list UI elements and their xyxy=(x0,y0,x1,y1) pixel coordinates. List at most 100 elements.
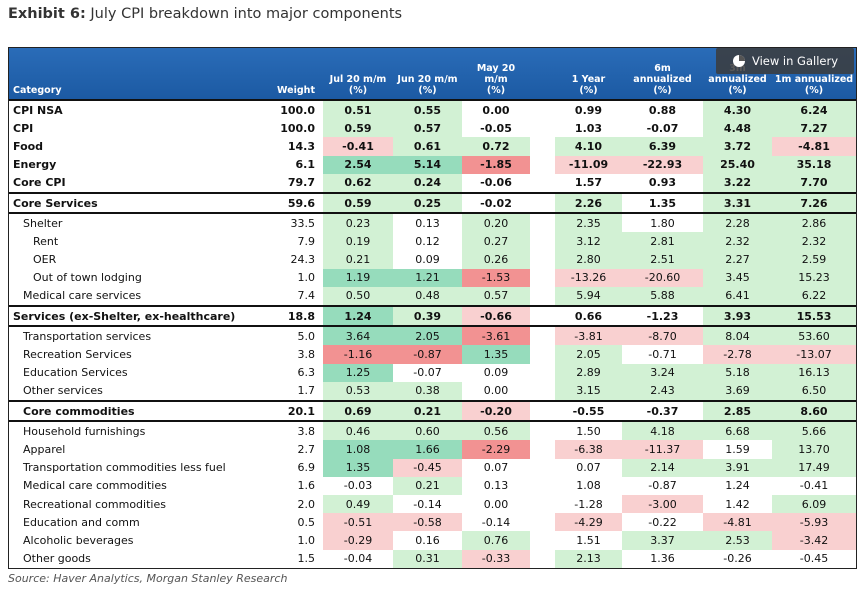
value-cell: -11.37 xyxy=(622,440,703,459)
row-label: Transportation services xyxy=(23,329,152,343)
table-row: Recreational commodities 2.0 0.49 -0.14 0.00… xyxy=(9,494,856,514)
title: Exhibit 6: July CPI breakdown into major… xyxy=(8,6,402,22)
value-cell: 1.66 xyxy=(393,440,462,459)
value-cell: 2.85 xyxy=(703,399,772,423)
value-cell: 0.00 xyxy=(462,494,530,514)
weight-cell: 2.7 xyxy=(297,442,316,456)
value-cell: 3.24 xyxy=(622,363,703,382)
value-cell: 13.70 xyxy=(772,440,856,459)
value-cell: 1.59 xyxy=(703,440,772,459)
gap-cell xyxy=(530,531,555,550)
row-label: Alcoholic beverages xyxy=(23,533,134,547)
value-cell: 0.59 xyxy=(323,119,393,138)
value-cell: 1.50 xyxy=(555,421,622,441)
row-label: Education and comm xyxy=(23,515,140,529)
value-cell: 16.13 xyxy=(772,363,856,382)
value-cell: 5.66 xyxy=(772,421,856,441)
value-cell: 0.51 xyxy=(323,100,393,120)
gap-cell xyxy=(530,250,555,269)
row-label: Medical care services xyxy=(23,289,142,303)
value-cell: -3.61 xyxy=(462,326,530,346)
value-cell: 0.76 xyxy=(462,531,530,550)
header-gap xyxy=(530,48,555,100)
header-line: Jun 20 m/m xyxy=(397,74,458,85)
value-cell: 0.57 xyxy=(393,119,462,138)
value-cell: 2.81 xyxy=(622,232,703,251)
header-line: Jul 20 m/m xyxy=(329,74,387,85)
gap-cell xyxy=(530,381,555,401)
value-cell: 8.04 xyxy=(703,326,772,346)
row-label: Core Services xyxy=(9,191,251,215)
table-row: Alcoholic beverages 1.0 -0.29 0.16 0.76 1.51 3… xyxy=(9,531,856,550)
row-label: Medical care commodities xyxy=(23,479,167,493)
row-label: Shelter xyxy=(23,216,63,230)
table-frame: Category Weight Jul 20 m/m (%) Jun 20 m/m (%)… xyxy=(8,47,857,569)
gap-cell xyxy=(530,440,555,459)
value-cell: -2.29 xyxy=(462,440,530,459)
row-label: Recreational commodities xyxy=(23,497,166,511)
gap-cell xyxy=(530,476,555,495)
value-cell: 6.22 xyxy=(772,286,856,307)
weight-cell: 18.8 xyxy=(251,305,323,328)
value-cell: -4.81 xyxy=(772,137,856,156)
value-cell: 5.14 xyxy=(393,155,462,174)
weight-cell: 1.5 xyxy=(297,552,316,566)
view-in-gallery-button[interactable]: View in Gallery xyxy=(716,48,854,74)
table-row: Core commodities 20.1 0.69 0.21 -0.20 -0.55 -0… xyxy=(9,399,856,423)
value-cell: 2.35 xyxy=(555,213,622,233)
button-label: View in Gallery xyxy=(751,54,839,68)
value-cell: 25.40 xyxy=(703,155,772,174)
header-line: May 20 m/m xyxy=(476,63,516,85)
row-label: Food xyxy=(13,139,44,153)
value-cell: 2.80 xyxy=(555,250,622,269)
value-cell: 0.57 xyxy=(462,286,530,307)
value-cell: -4.81 xyxy=(703,513,772,532)
value-cell: 7.27 xyxy=(772,119,856,138)
value-cell: 2.86 xyxy=(772,213,856,233)
value-cell: 2.43 xyxy=(622,381,703,401)
weight-cell: 14.3 xyxy=(287,139,315,153)
header-row: Category Weight Jul 20 m/m (%) Jun 20 m/m (%)… xyxy=(9,48,856,100)
gap-cell xyxy=(530,173,555,193)
column-header: 1 Year (%) xyxy=(555,48,622,100)
value-cell: 0.21 xyxy=(393,476,462,495)
value-cell: 0.19 xyxy=(323,232,393,251)
value-cell: 0.38 xyxy=(393,381,462,401)
weight-cell: 1.0 xyxy=(297,271,316,285)
gap-cell xyxy=(530,137,555,156)
value-cell: 4.10 xyxy=(555,137,622,156)
value-cell: 3.69 xyxy=(703,381,772,401)
value-cell: 0.24 xyxy=(393,173,462,193)
value-cell: 2.51 xyxy=(622,250,703,269)
weight-cell: 2.0 xyxy=(297,497,316,511)
column-header: Jul 20 m/m (%) xyxy=(323,48,393,100)
header-unit: (%) xyxy=(579,85,598,96)
value-cell: -0.87 xyxy=(393,345,462,364)
value-cell: 1.80 xyxy=(622,213,703,233)
value-cell: 0.31 xyxy=(393,549,462,568)
table-row: CPI NSA 100.0 0.51 0.55 0.00 0.99 0.88 4.30 6.24 xyxy=(9,100,856,120)
header-line: 6m annualized xyxy=(633,63,692,85)
value-cell: 0.60 xyxy=(393,421,462,441)
value-cell: 2.54 xyxy=(323,155,393,174)
value-cell: 1.08 xyxy=(323,440,393,459)
header-line: Weight xyxy=(277,85,315,96)
gap-cell xyxy=(530,191,555,215)
value-cell: 1.36 xyxy=(622,549,703,568)
value-cell: -0.22 xyxy=(622,513,703,532)
value-cell: 0.46 xyxy=(323,421,393,441)
row-label: CPI xyxy=(13,121,34,135)
value-cell: 3.93 xyxy=(703,305,772,328)
weight-cell: 6.9 xyxy=(297,461,316,475)
value-cell: 1.25 xyxy=(323,363,393,382)
header-line: 1 Year xyxy=(571,74,606,85)
table-row: Core Services 59.6 0.59 0.25 -0.02 2.26 1.35 3.… xyxy=(9,191,856,215)
value-cell: -0.14 xyxy=(462,513,530,532)
value-cell: -0.05 xyxy=(462,119,530,138)
table-body: CPI NSA 100.0 0.51 0.55 0.00 0.99 0.88 4.30 6.24… xyxy=(9,100,856,568)
value-cell: 0.21 xyxy=(393,399,462,423)
weight-cell: 79.7 xyxy=(287,176,315,190)
value-cell: 1.35 xyxy=(462,345,530,364)
title-label: Exhibit 6: xyxy=(8,6,86,22)
gap-cell xyxy=(530,305,555,328)
